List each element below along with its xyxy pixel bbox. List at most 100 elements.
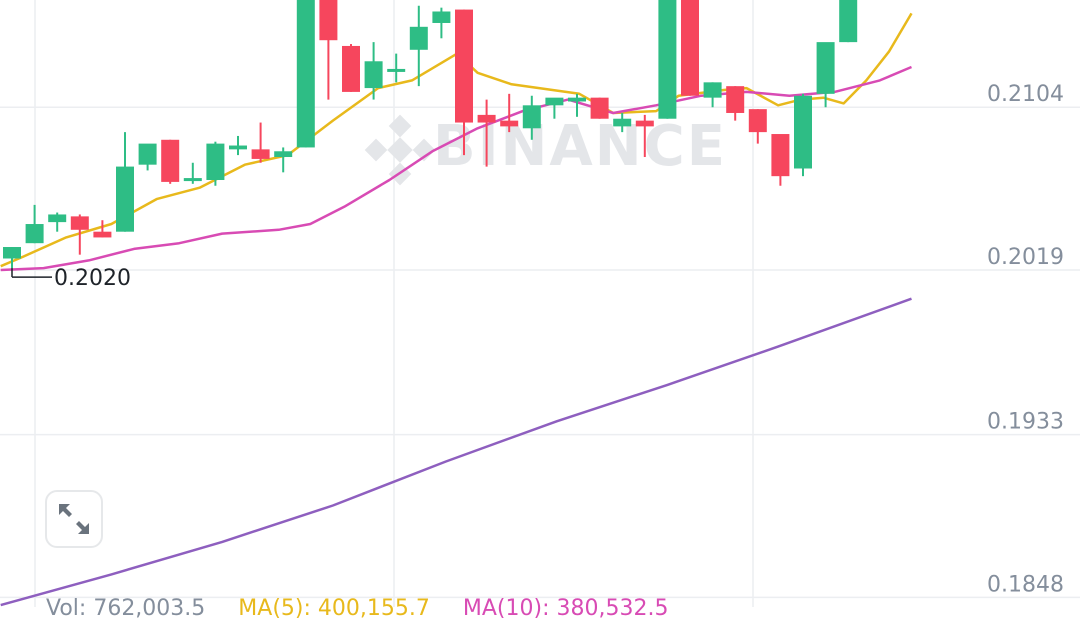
candle-0 xyxy=(3,247,21,269)
low-marker-label: 0.2020 xyxy=(54,266,131,291)
candle-4 xyxy=(93,220,112,238)
candle-13 xyxy=(296,0,315,148)
ma10-line xyxy=(0,65,912,272)
candle-20 xyxy=(455,9,473,156)
y-axis-label-0: 0.2104 xyxy=(987,82,1064,107)
candle-body xyxy=(477,114,496,123)
candle-body xyxy=(229,145,247,150)
candle-body xyxy=(681,0,699,96)
candle-body xyxy=(364,61,383,89)
candle-body xyxy=(274,151,293,158)
candle-body xyxy=(138,143,157,165)
candle-body xyxy=(522,105,541,129)
candle-body xyxy=(771,134,790,177)
candle-body xyxy=(93,231,112,238)
candle-body xyxy=(816,42,835,94)
candle-body xyxy=(455,9,473,123)
candle-19 xyxy=(432,7,451,39)
candle-17 xyxy=(387,53,406,83)
ma5-line xyxy=(0,12,913,268)
candle-body xyxy=(432,11,451,23)
expand-arrows-icon xyxy=(59,504,89,534)
candle-32 xyxy=(726,86,745,121)
candle-body xyxy=(3,247,21,259)
candle-21 xyxy=(477,99,496,167)
candle-7 xyxy=(161,139,180,184)
candlestick-chart[interactable]: BINANCE 0.2104 0.2019 0.1933 0.1848 0.2020 xyxy=(0,0,1080,607)
candle-11 xyxy=(251,122,270,163)
candle-body xyxy=(545,97,564,106)
candle-29 xyxy=(658,0,677,119)
candle-22 xyxy=(500,93,519,133)
candle-body xyxy=(183,178,202,182)
candle-body xyxy=(116,166,134,232)
y-axis-labels: 0.2104 0.2019 0.1933 0.1848 xyxy=(987,82,1064,597)
binance-logo-icon xyxy=(364,114,436,186)
candle-body xyxy=(161,139,180,182)
legend-ma10: MA(10): 380,532.5 xyxy=(462,596,669,621)
candle-body xyxy=(296,0,315,148)
candle-14 xyxy=(319,0,338,100)
candle-body xyxy=(387,68,406,72)
moving-average-lines xyxy=(0,12,913,607)
candle-body xyxy=(319,0,338,41)
candle-body xyxy=(342,45,360,92)
candle-35 xyxy=(794,93,812,177)
candle-body xyxy=(568,97,586,102)
candle-23 xyxy=(522,95,541,140)
candle-26 xyxy=(590,97,609,119)
candle-body xyxy=(839,0,858,43)
ma_long-line xyxy=(0,297,912,607)
candle-36 xyxy=(816,42,835,108)
legend-vol: Vol: 762,003.5 xyxy=(46,596,206,621)
candle-body xyxy=(658,0,677,119)
candle-body xyxy=(409,26,428,50)
candle-body xyxy=(25,224,44,244)
candle-15 xyxy=(342,44,360,92)
candle-body xyxy=(635,120,654,127)
candle-10 xyxy=(229,135,247,156)
candle-37 xyxy=(839,0,858,43)
candle-body xyxy=(613,118,632,127)
candle-34 xyxy=(771,134,790,186)
candle-9 xyxy=(206,141,225,186)
candle-16 xyxy=(364,42,383,100)
watermark-binance: BINANCE xyxy=(433,114,727,179)
candle-12 xyxy=(274,147,293,173)
candle-18 xyxy=(409,5,428,87)
candle-25 xyxy=(568,93,586,117)
logo-diamond-0 xyxy=(388,114,412,138)
candle-body xyxy=(726,86,745,113)
logo-diamond-1 xyxy=(364,138,388,162)
candle-body xyxy=(500,120,519,127)
candle-31 xyxy=(703,82,722,108)
candle-body xyxy=(794,95,812,169)
candle-5 xyxy=(116,132,134,232)
candle-body xyxy=(590,97,609,119)
expand-chart-button[interactable] xyxy=(45,490,103,548)
candle-body xyxy=(703,82,722,98)
y-axis-label-2: 0.1933 xyxy=(987,410,1064,435)
grid-lines xyxy=(0,0,1080,607)
low-price-marker: 0.2020 xyxy=(11,266,131,291)
candle-1 xyxy=(25,204,44,244)
candle-body xyxy=(48,214,67,223)
indicator-legend: Vol: 762,003.5 MA(5): 400,155.7 MA(10): … xyxy=(46,596,694,621)
candle-body xyxy=(748,109,767,133)
candle-body xyxy=(70,216,89,230)
y-axis-label-1: 0.2019 xyxy=(987,245,1064,270)
candle-body xyxy=(206,143,225,180)
candle-8 xyxy=(183,162,202,184)
candle-body xyxy=(251,149,270,159)
candle-2 xyxy=(48,212,67,232)
candle-6 xyxy=(138,143,157,171)
candle-30 xyxy=(681,0,699,96)
candle-3 xyxy=(70,214,89,255)
legend-ma5: MA(5): 400,155.7 xyxy=(238,596,430,621)
candle-28 xyxy=(635,114,654,158)
candles xyxy=(3,0,858,269)
candle-24 xyxy=(545,97,564,119)
candle-27 xyxy=(613,112,632,133)
y-axis-label-3: 0.1848 xyxy=(987,572,1064,597)
candle-33 xyxy=(748,109,767,144)
